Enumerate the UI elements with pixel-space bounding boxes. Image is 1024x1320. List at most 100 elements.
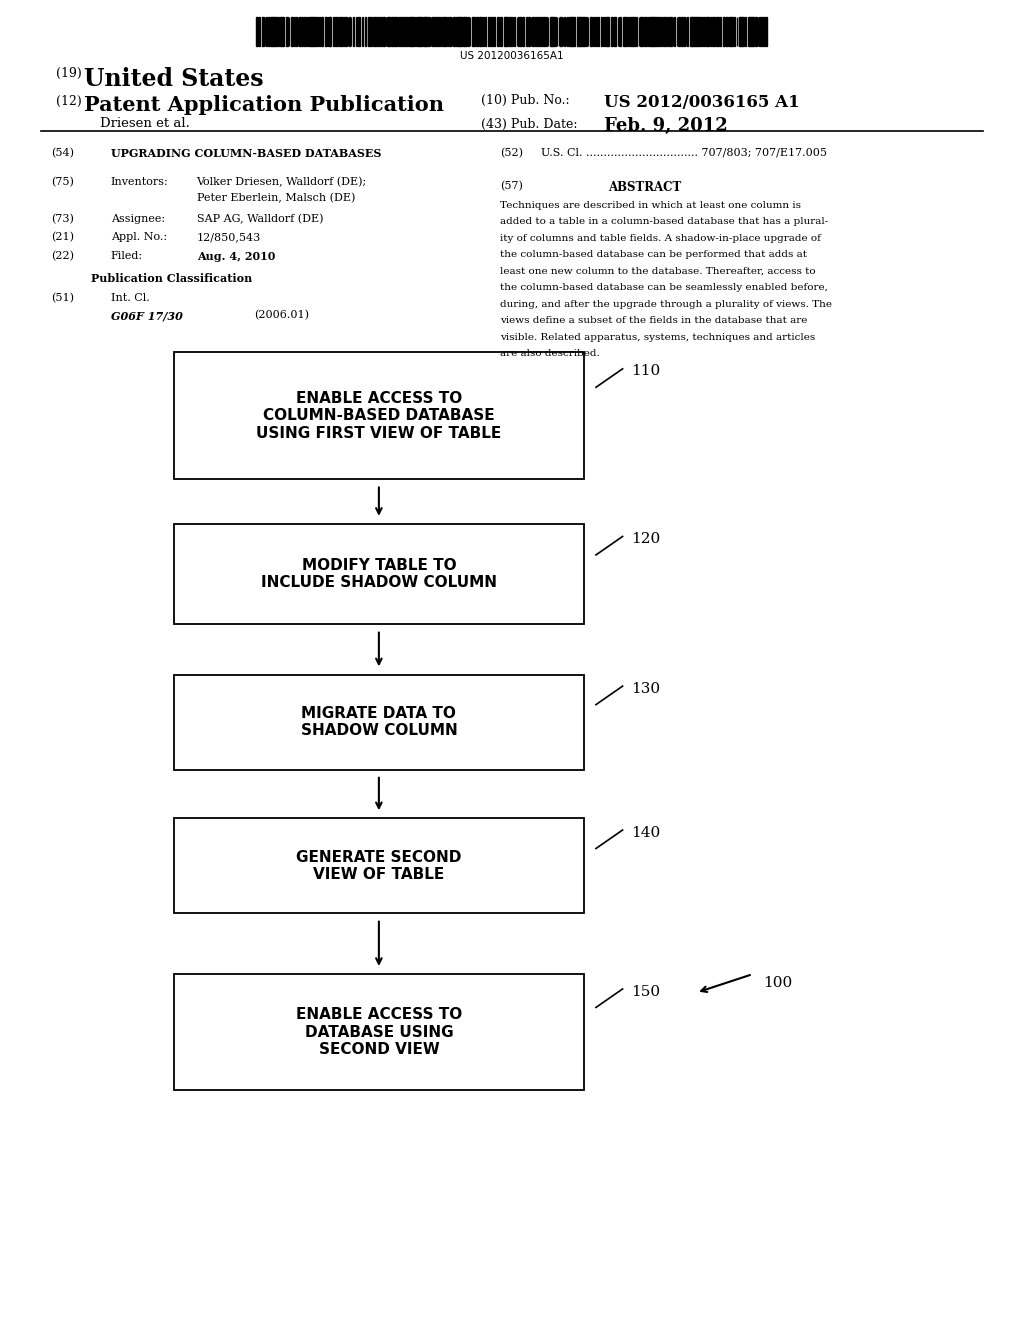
Bar <box>629 17 631 46</box>
Bar <box>532 17 534 46</box>
Bar <box>745 17 746 46</box>
Bar <box>262 17 264 46</box>
Bar <box>410 17 412 46</box>
Bar <box>314 17 316 46</box>
Bar <box>751 17 752 46</box>
Bar <box>666 17 669 46</box>
Bar <box>546 17 548 46</box>
Bar <box>304 17 306 46</box>
Text: MIGRATE DATA TO
SHADOW COLUMN: MIGRATE DATA TO SHADOW COLUMN <box>300 706 458 738</box>
Bar <box>644 17 646 46</box>
Text: are also described.: are also described. <box>500 348 599 358</box>
Bar <box>506 17 508 46</box>
Bar <box>654 17 656 46</box>
Bar <box>493 17 496 46</box>
Bar <box>753 17 754 46</box>
Bar <box>294 17 295 46</box>
Bar <box>633 17 635 46</box>
Bar <box>311 17 313 46</box>
Bar <box>400 17 402 46</box>
Bar <box>316 17 317 46</box>
Bar <box>435 17 437 46</box>
Text: added to a table in a column-based database that has a plural-: added to a table in a column-based datab… <box>500 216 828 226</box>
Bar <box>437 17 440 46</box>
Bar <box>383 17 385 46</box>
Bar <box>417 17 420 46</box>
Text: (73): (73) <box>51 214 74 224</box>
Text: Patent Application Publication: Patent Application Publication <box>84 95 444 115</box>
Text: MODIFY TABLE TO
INCLUDE SHADOW COLUMN: MODIFY TABLE TO INCLUDE SHADOW COLUMN <box>261 558 497 590</box>
Bar <box>394 17 397 46</box>
Text: Assignee:: Assignee: <box>111 214 165 224</box>
Text: UPGRADING COLUMN-BASED DATABASES: UPGRADING COLUMN-BASED DATABASES <box>111 148 381 158</box>
Bar <box>586 17 588 46</box>
Bar <box>759 17 761 46</box>
Bar <box>512 17 513 46</box>
Bar <box>378 17 380 46</box>
Bar <box>597 17 599 46</box>
Bar <box>353 17 354 46</box>
Bar <box>657 17 660 46</box>
Text: 12/850,543: 12/850,543 <box>197 232 261 243</box>
Bar <box>716 17 719 46</box>
Text: GENERATE SECOND
VIEW OF TABLE: GENERATE SECOND VIEW OF TABLE <box>296 850 462 882</box>
Bar <box>450 17 452 46</box>
Bar <box>357 17 360 46</box>
Text: (10) Pub. No.:: (10) Pub. No.: <box>481 94 570 107</box>
Bar <box>689 17 691 46</box>
Text: 150: 150 <box>631 985 659 999</box>
Text: (52): (52) <box>500 148 522 158</box>
Bar <box>694 17 696 46</box>
Bar <box>484 17 486 46</box>
Bar <box>707 17 708 46</box>
Bar <box>174 818 584 913</box>
Bar <box>342 17 344 46</box>
Bar <box>731 17 732 46</box>
Bar <box>413 17 414 46</box>
Text: the column-based database can be performed that adds at: the column-based database can be perform… <box>500 249 807 259</box>
Text: (19): (19) <box>56 67 86 81</box>
Bar <box>522 17 524 46</box>
Bar <box>318 17 321 46</box>
Text: 110: 110 <box>631 364 660 379</box>
Text: during, and after the upgrade through a plurality of views. The: during, and after the upgrade through a … <box>500 300 831 309</box>
Bar <box>593 17 594 46</box>
Bar <box>569 17 570 46</box>
Bar <box>487 17 489 46</box>
Text: 120: 120 <box>631 532 660 546</box>
Bar <box>361 17 364 46</box>
Bar <box>755 17 757 46</box>
Bar <box>270 17 272 46</box>
Bar <box>710 17 712 46</box>
Bar <box>459 17 461 46</box>
Bar <box>627 17 628 46</box>
Text: Feb. 9, 2012: Feb. 9, 2012 <box>604 117 728 136</box>
Bar <box>674 17 676 46</box>
Bar <box>380 17 383 46</box>
Bar <box>765 17 767 46</box>
Bar <box>670 17 672 46</box>
Bar <box>726 17 728 46</box>
Bar <box>692 17 693 46</box>
Bar <box>641 17 643 46</box>
Bar <box>281 17 282 46</box>
Text: Publication Classification: Publication Classification <box>91 273 253 284</box>
Bar <box>465 17 467 46</box>
Bar <box>473 17 475 46</box>
Bar <box>391 17 393 46</box>
Bar <box>580 17 582 46</box>
Bar <box>571 17 573 46</box>
Bar <box>590 17 592 46</box>
Text: Appl. No.:: Appl. No.: <box>111 232 167 243</box>
Text: (2006.01): (2006.01) <box>254 310 309 321</box>
Bar <box>543 17 545 46</box>
Bar <box>660 17 662 46</box>
Bar <box>321 17 324 46</box>
Bar <box>426 17 428 46</box>
Bar <box>537 17 540 46</box>
Bar <box>424 17 426 46</box>
Text: SAP AG, Walldorf (DE): SAP AG, Walldorf (DE) <box>197 214 324 224</box>
Bar <box>476 17 478 46</box>
Bar <box>748 17 750 46</box>
Text: 140: 140 <box>631 825 660 840</box>
